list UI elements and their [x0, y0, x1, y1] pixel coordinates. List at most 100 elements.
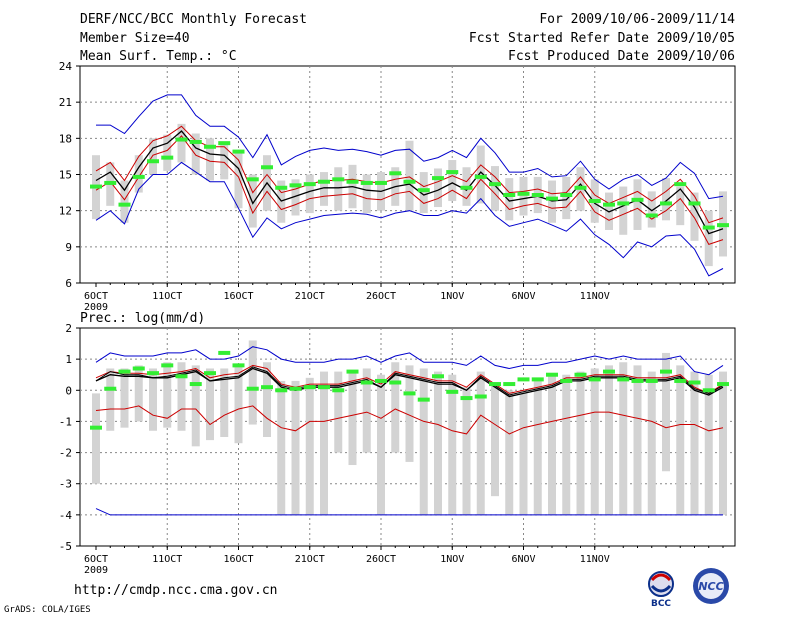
observation-marker	[147, 371, 159, 376]
observation-marker	[432, 176, 444, 181]
observation-marker	[232, 363, 245, 368]
ensemble-box	[476, 371, 485, 515]
observation-marker	[346, 369, 359, 374]
observation-marker	[517, 191, 530, 196]
y-tick-label: 2	[65, 322, 72, 335]
source-url[interactable]: http://cmdp.ncc.cma.gov.cn	[74, 583, 278, 598]
x-tick-label: 6NOV	[511, 291, 535, 302]
observation-marker	[588, 377, 601, 382]
observation-marker	[289, 183, 302, 188]
ensemble-box	[191, 365, 200, 447]
observation-marker	[346, 179, 359, 184]
observation-marker	[403, 391, 416, 396]
ensemble-box	[491, 384, 499, 497]
x-tick-label: 11NOV	[580, 554, 610, 565]
ensemble-box	[419, 368, 428, 515]
observation-marker	[132, 366, 145, 371]
y-tick-label: -5	[59, 540, 72, 553]
observation-marker	[660, 369, 672, 374]
ensemble-box	[562, 374, 571, 515]
observation-marker	[717, 223, 729, 228]
ensemble-box	[448, 374, 457, 515]
variable-label: Mean Surf. Temp.: °C	[80, 49, 237, 64]
ensemble-box	[562, 176, 571, 220]
observation-marker	[118, 369, 131, 374]
observation-marker	[588, 199, 601, 204]
y-tick-label: 9	[65, 241, 72, 254]
observation-marker	[531, 192, 544, 197]
series-max-line	[95, 346, 724, 376]
observation-marker	[360, 180, 373, 185]
y-tick-label: 21	[59, 96, 72, 109]
ensemble-box	[605, 365, 613, 515]
ensemble-box	[405, 365, 414, 462]
chart-title: DERF/NCC/BCC Monthly Forecast	[80, 12, 307, 27]
ensemble-box	[491, 166, 499, 211]
x-tick-label: 16OCT	[223, 291, 253, 302]
observation-marker	[246, 386, 259, 391]
observation-marker	[246, 177, 259, 182]
observation-marker	[474, 174, 487, 179]
ensemble-box	[676, 365, 685, 515]
ensemble-box	[548, 374, 556, 515]
observation-marker	[318, 385, 330, 390]
observation-marker	[631, 378, 644, 383]
observation-marker	[375, 180, 387, 185]
observation-marker	[104, 386, 117, 391]
logos: BCC NCC	[648, 568, 729, 608]
ncc-logo-text: NCC	[698, 580, 723, 593]
observation-marker	[389, 380, 402, 385]
x-tick-label: 21OCT	[295, 554, 325, 565]
observation-marker	[289, 386, 302, 391]
observation-marker	[161, 363, 174, 368]
ensemble-box	[320, 371, 328, 515]
ensemble-box	[647, 191, 656, 228]
observation-marker	[517, 377, 530, 382]
observation-marker	[688, 201, 701, 206]
y-tick-label: -4	[59, 509, 73, 522]
observation-marker	[489, 182, 501, 187]
x-tick-label: 11OCT	[152, 291, 182, 302]
observation-marker	[702, 225, 715, 230]
x-year-label: 2009	[84, 565, 108, 576]
observation-marker	[446, 170, 459, 175]
ensemble-box	[234, 152, 243, 209]
ensemble-box	[120, 368, 129, 428]
ensemble-box	[633, 365, 642, 515]
observation-marker	[574, 372, 587, 377]
observation-marker	[660, 201, 672, 206]
ensemble-box	[220, 141, 229, 180]
observation-marker	[175, 137, 188, 142]
ensemble-box	[305, 174, 314, 214]
ensemble-box	[377, 374, 385, 515]
series-upper-line	[95, 364, 724, 394]
ensemble-box	[163, 362, 172, 428]
observation-marker	[645, 213, 658, 218]
series-observed-line	[95, 366, 724, 396]
ensemble-box	[434, 168, 442, 208]
ensemble-box	[519, 393, 528, 515]
observation-marker	[432, 374, 444, 379]
ensemble-box	[391, 362, 400, 453]
observation-marker	[204, 144, 216, 149]
series-lower-line	[95, 135, 724, 246]
ensemble-box	[690, 192, 699, 241]
observation-marker	[175, 374, 188, 379]
observation-marker	[417, 188, 430, 193]
series-mean-line	[95, 130, 724, 235]
ensemble-box	[134, 365, 143, 422]
observation-marker	[489, 382, 501, 387]
ensemble-box	[177, 123, 186, 163]
observation-marker	[375, 378, 387, 383]
observation-marker	[603, 369, 615, 374]
ensemble-box	[619, 186, 628, 235]
observation-marker	[132, 174, 145, 179]
observation-marker	[303, 385, 316, 390]
ensemble-box	[719, 371, 727, 515]
observation-marker	[90, 184, 102, 189]
x-tick-label: 6OCT	[84, 554, 108, 565]
ensemble-box	[134, 155, 143, 193]
y-tick-label: -3	[59, 478, 72, 491]
ensemble-box	[291, 380, 300, 515]
ensemble-box	[163, 134, 172, 171]
